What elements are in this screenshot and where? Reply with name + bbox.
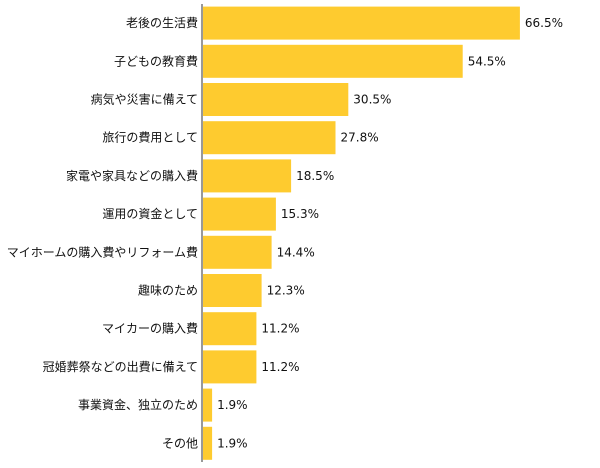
bar <box>203 197 276 231</box>
category-label: 子どもの教育費 <box>114 53 198 68</box>
category-label: 冠婚葬祭などの出費に備えて <box>43 359 198 374</box>
value-label: 12.3% <box>267 284 305 298</box>
value-label: 15.3% <box>281 207 319 221</box>
category-label: 病気や災害に備えて <box>91 92 198 107</box>
bar <box>203 235 272 269</box>
category-label: 趣味のため <box>138 283 198 298</box>
value-label: 11.2% <box>261 322 299 336</box>
bar <box>203 388 213 422</box>
bar <box>203 44 463 78</box>
bar <box>203 312 257 346</box>
value-label: 66.5% <box>525 16 563 30</box>
category-label: 老後の生活費 <box>126 15 198 30</box>
category-label: マイカーの購入費 <box>102 321 198 336</box>
category-label: 事業資金、独立のため <box>78 397 198 412</box>
bar <box>203 426 213 460</box>
value-label: 27.8% <box>341 131 379 145</box>
bar <box>203 83 349 116</box>
value-label: 18.5% <box>296 169 334 183</box>
category-label: マイホームの購入費やリフォーム費 <box>7 244 198 259</box>
value-label: 54.5% <box>468 54 506 68</box>
value-label: 30.5% <box>353 93 391 107</box>
bar <box>203 274 262 307</box>
value-label: 1.9% <box>217 398 248 412</box>
bar <box>203 121 336 155</box>
category-label: その他 <box>162 436 198 450</box>
category-label: 家電や家具などの購入費 <box>66 168 198 183</box>
value-label: 14.4% <box>277 245 315 259</box>
bar-group: 老後の生活費 66.5% 子どもの教育費 54.5% 病気や災害に備えて 30.5% 旅行の… <box>7 6 563 460</box>
value-label: 1.9% <box>217 436 248 450</box>
bar <box>203 6 520 40</box>
bar <box>203 350 257 384</box>
category-label: 運用の資金として <box>102 206 198 221</box>
value-label: 11.2% <box>261 360 299 374</box>
category-label: 旅行の費用として <box>102 130 198 145</box>
bar <box>203 159 292 193</box>
